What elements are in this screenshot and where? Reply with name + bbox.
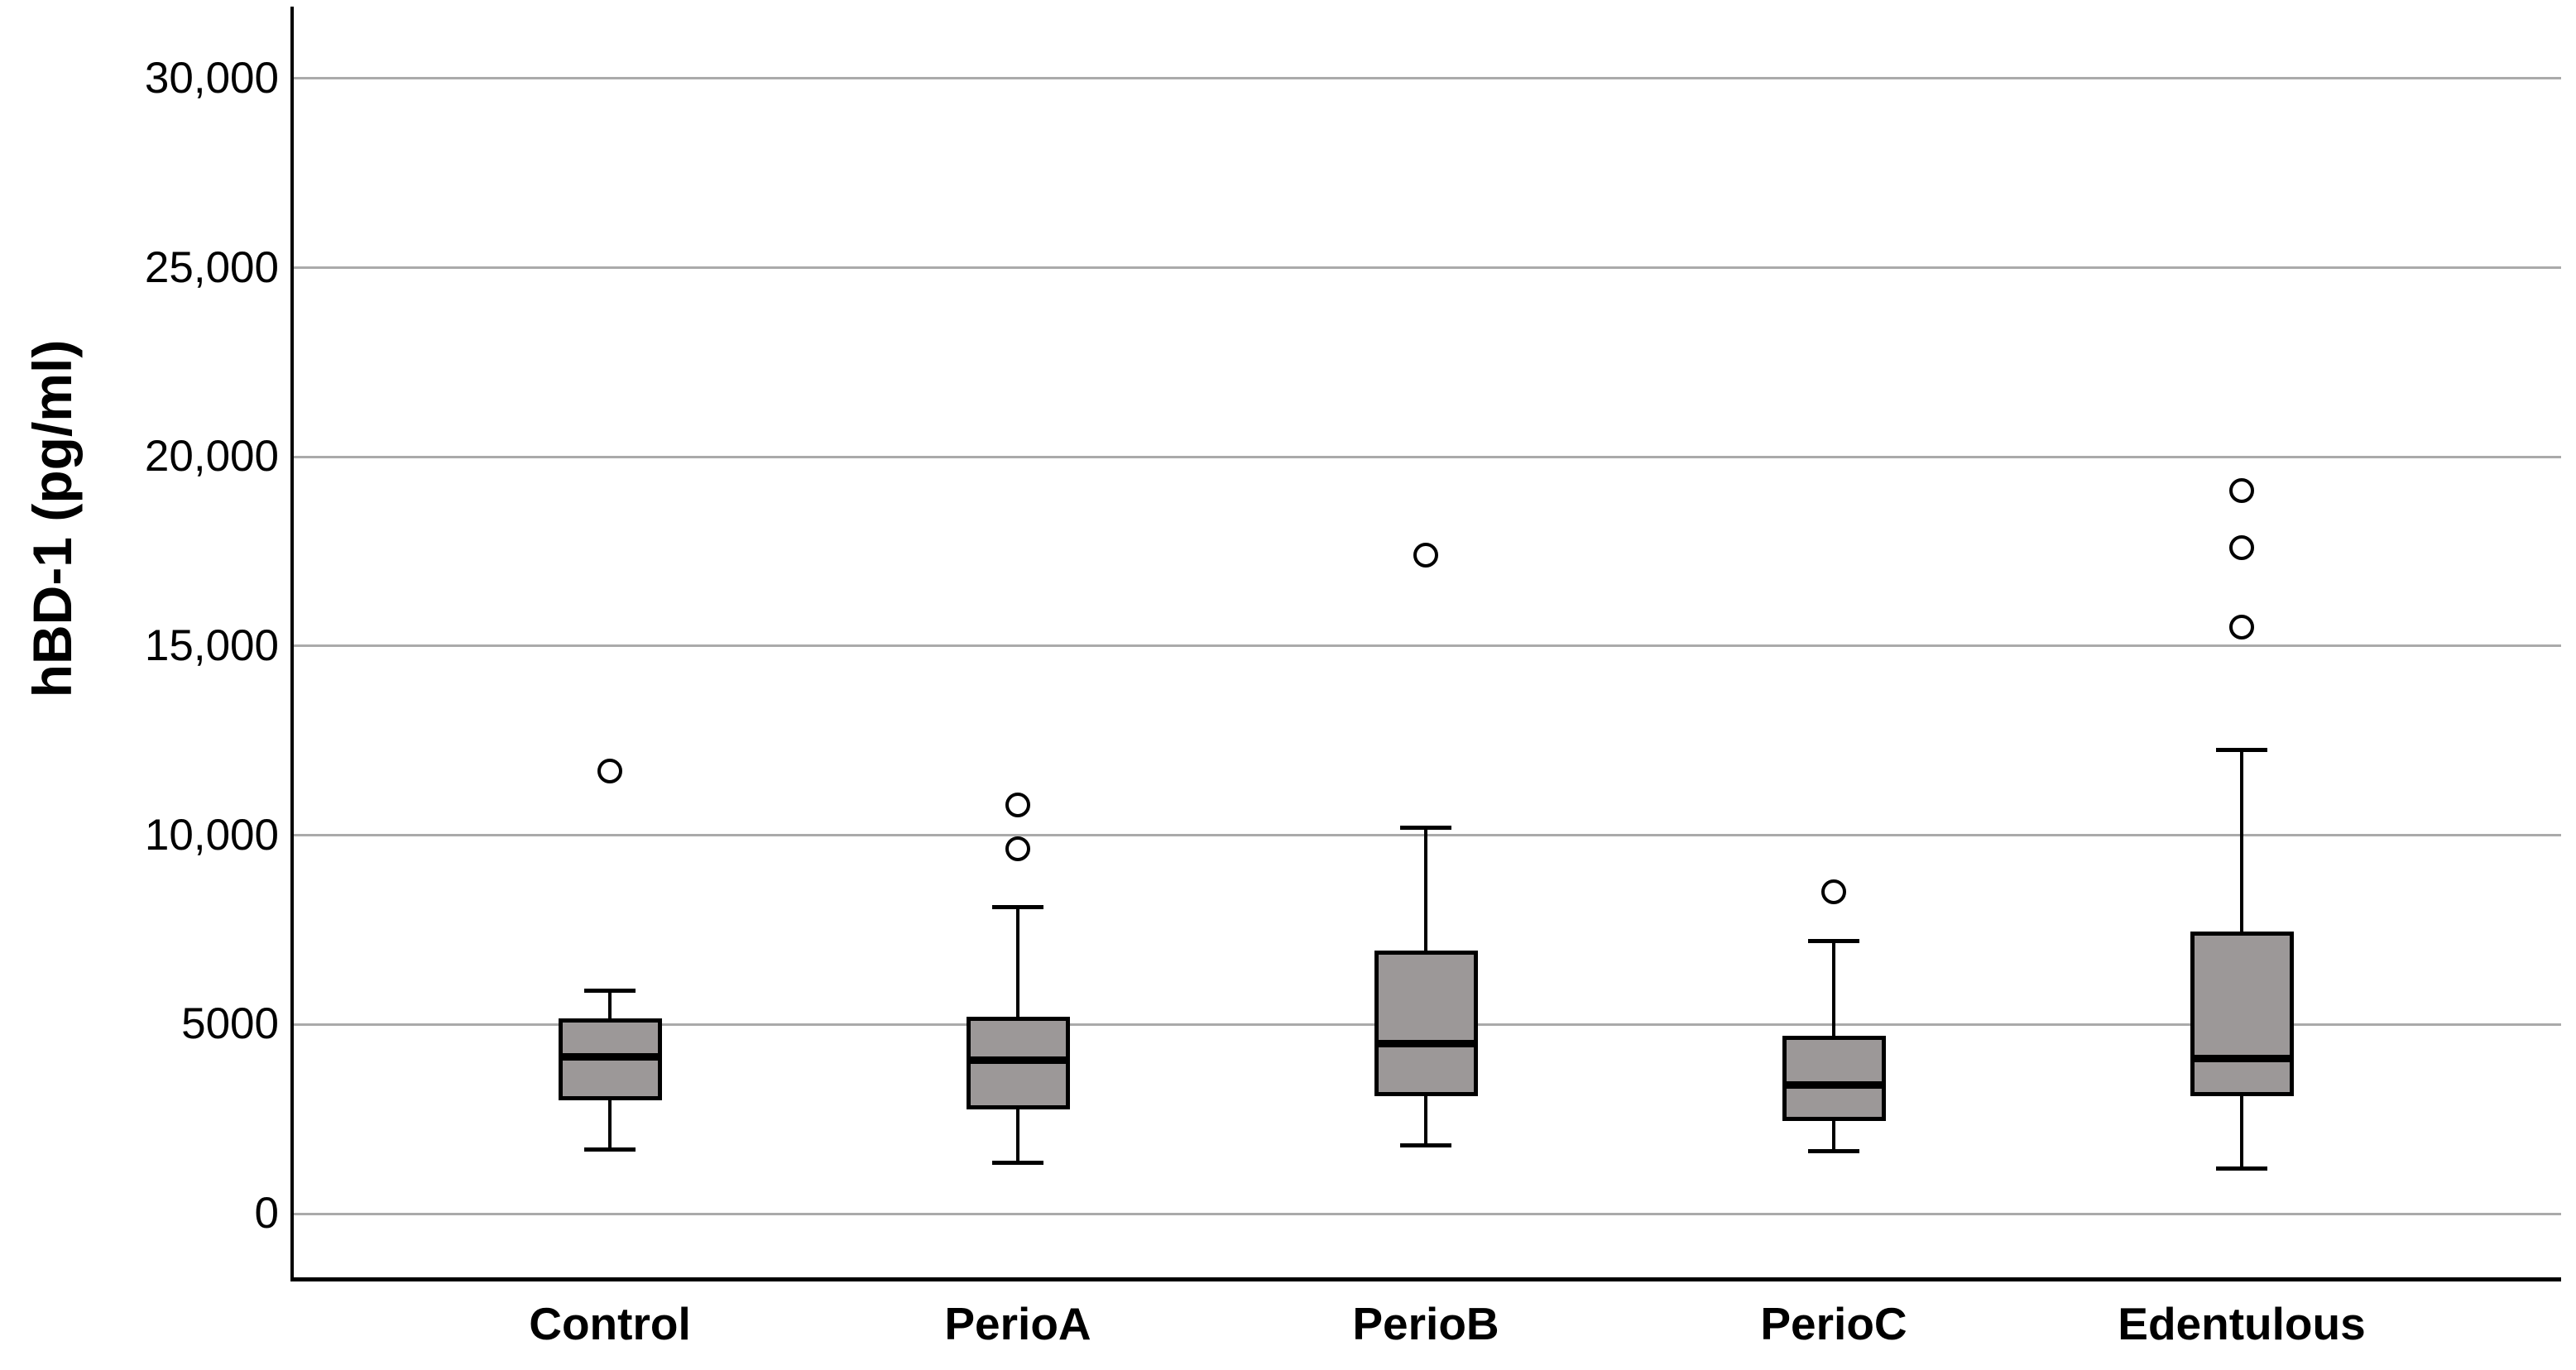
outlier-perioc-0: [1821, 879, 1846, 905]
median-perioa: [966, 1056, 1070, 1065]
whisker-cap-upper-edentulous: [2216, 748, 2267, 753]
whisker-cap-lower-perioc: [1808, 1149, 1859, 1154]
y-tick-label-15000: 15,000: [144, 620, 279, 670]
gridline-15000: [290, 644, 2561, 648]
gridline-20000: [290, 455, 2561, 458]
x-category-label-edentulous: Edentulous: [2118, 1298, 2366, 1349]
outlier-edentulous-2: [2229, 478, 2254, 504]
y-tick-label-5000: 5000: [181, 999, 279, 1049]
gridline-0: [290, 1212, 2561, 1215]
whisker-cap-upper-perioa: [992, 905, 1043, 909]
whisker-cap-upper-control: [584, 988, 636, 993]
whisker-lower-perioc: [1832, 1120, 1835, 1152]
y-axis-line: [290, 7, 294, 1281]
median-periob: [1374, 1039, 1478, 1047]
box-edentulous: [2190, 932, 2294, 1097]
whisker-lower-edentulous: [2240, 1096, 2243, 1169]
gridline-25000: [290, 266, 2561, 269]
x-category-label-periob: PerioB: [1352, 1298, 1499, 1349]
y-tick-label-0: 0: [254, 1189, 279, 1238]
whisker-upper-perioc: [1832, 941, 1835, 1037]
outlier-perioa-1: [1005, 793, 1030, 817]
box-periob: [1374, 951, 1478, 1097]
whisker-cap-upper-periob: [1400, 825, 1451, 830]
outlier-perioa-0: [1005, 836, 1030, 861]
x-category-label-perioa: PerioA: [944, 1298, 1091, 1349]
median-perioc: [1782, 1080, 1886, 1089]
outlier-edentulous-0: [2229, 615, 2254, 640]
whisker-upper-perioa: [1016, 907, 1019, 1018]
x-category-label-control: Control: [529, 1298, 691, 1349]
median-edentulous: [2190, 1054, 2294, 1062]
whisker-upper-edentulous: [2240, 750, 2243, 932]
whisker-cap-lower-edentulous: [2216, 1166, 2267, 1171]
outlier-edentulous-1: [2229, 534, 2254, 560]
y-tick-label-30000: 30,000: [144, 53, 279, 103]
outlier-periob-0: [1413, 543, 1438, 568]
outlier-control-0: [597, 758, 622, 783]
whisker-upper-control: [608, 990, 612, 1019]
gridline-30000: [290, 77, 2561, 80]
whisker-lower-control: [608, 1099, 612, 1150]
median-control: [558, 1052, 662, 1061]
whisker-cap-lower-perioa: [992, 1160, 1043, 1165]
y-tick-label-25000: 25,000: [144, 242, 279, 292]
whisker-upper-periob: [1424, 827, 1427, 951]
y-tick-label-20000: 20,000: [144, 432, 279, 481]
x-category-label-perioc: PerioC: [1760, 1298, 1907, 1349]
box-perioc: [1782, 1036, 1886, 1121]
whisker-cap-lower-control: [584, 1147, 636, 1152]
whisker-cap-lower-periob: [1400, 1143, 1451, 1148]
whisker-cap-upper-perioc: [1808, 939, 1859, 944]
whisker-lower-perioa: [1016, 1109, 1019, 1163]
x-axis-line: [290, 1277, 2561, 1281]
y-tick-label-10000: 10,000: [144, 810, 279, 860]
whisker-lower-periob: [1424, 1096, 1427, 1146]
